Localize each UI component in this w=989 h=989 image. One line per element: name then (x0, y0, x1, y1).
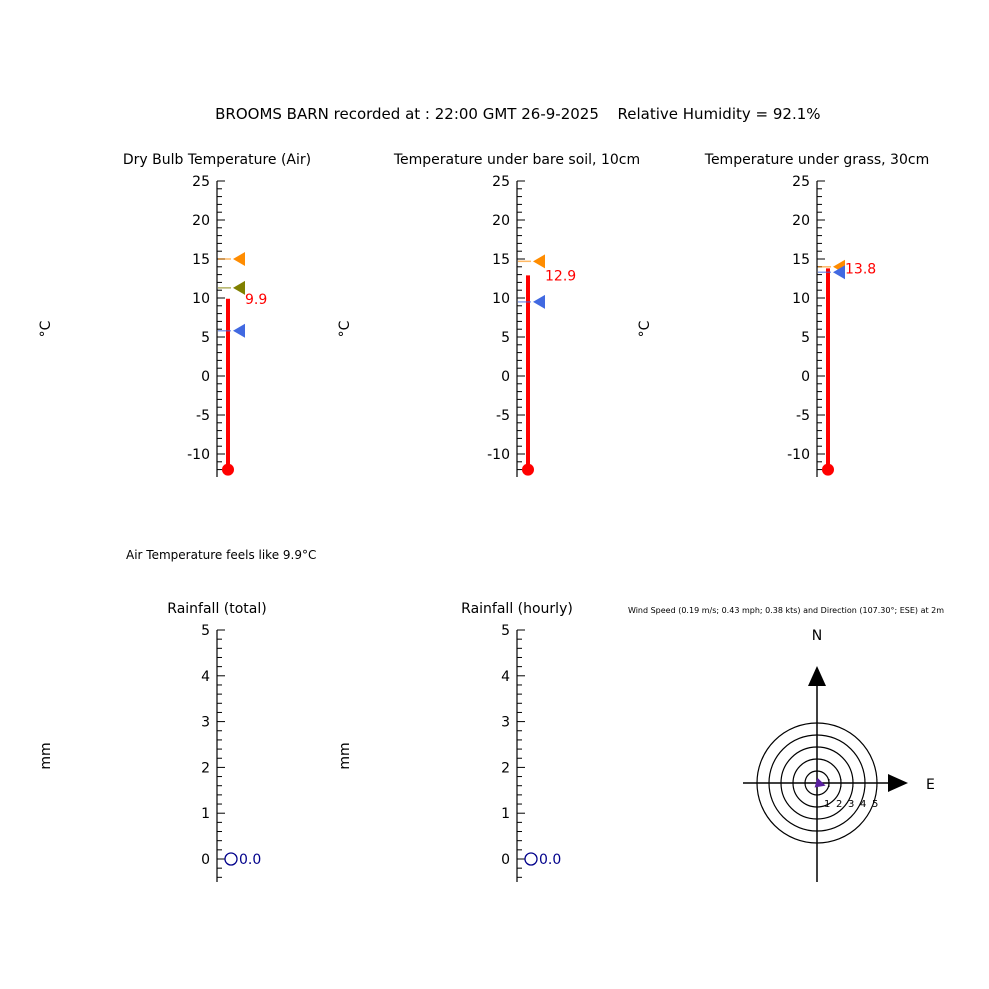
tick-label: -5 (796, 408, 810, 424)
value-marker (524, 852, 538, 866)
humidity-label: Relative Humidity = 92.1% (617, 105, 820, 123)
y-axis-label: °C (38, 320, 54, 337)
tick-label: 1 (501, 806, 510, 822)
dry-bulb-thermometer: Dry Bulb Temperature (Air) °C 25 20 15 10 5 0 -5… (38, 152, 311, 477)
value-marker (224, 852, 238, 866)
thermometer-bulb (522, 463, 534, 476)
tick-label: 25 (792, 174, 810, 190)
tick-label: 5 (501, 623, 510, 639)
tick-label: 5 (201, 623, 210, 639)
tick-label: 0 (801, 369, 810, 385)
north-arrow (808, 666, 826, 686)
tick-label: -10 (487, 447, 510, 463)
tick-label: -5 (496, 408, 510, 424)
tick-label: 25 (492, 174, 510, 190)
feels-like-label: Air Temperature feels like 9.9°C (126, 548, 316, 562)
tick-label: 10 (492, 291, 510, 307)
station-title: BROOMS BARN recorded at : 22:00 GMT 26-9… (215, 105, 599, 123)
marker-triangle (533, 294, 545, 309)
speed-ring-label: 5 (872, 799, 878, 810)
speed-ring-label: 4 (860, 799, 866, 810)
y-axis-label: mm (38, 742, 54, 769)
tick-label: 5 (201, 330, 210, 346)
east-label: E (926, 777, 935, 793)
tick-label: 3 (201, 715, 210, 731)
tick-label: -10 (187, 447, 210, 463)
y-axis-label: °C (337, 320, 353, 337)
tick-label: 20 (792, 213, 810, 229)
marker-triangle (233, 252, 245, 266)
tick-label: 4 (201, 669, 210, 685)
value-label: 12.9 (545, 268, 576, 284)
north-label: N (812, 628, 822, 644)
grass-thermometer: Temperature under grass, 30cm °C 25 20 15 10 5… (637, 152, 929, 477)
tick-label: 4 (501, 669, 510, 685)
tick-label: 20 (492, 213, 510, 229)
speed-ring-label: 3 (848, 799, 854, 810)
value-label: 13.8 (845, 261, 876, 277)
tick-label: 3 (501, 715, 510, 731)
tick-label: 0 (201, 852, 210, 868)
marker-triangle (233, 280, 245, 295)
speed-ring-label: 1 (824, 799, 830, 810)
rainfall-hourly-gauge: Rainfall (hourly) mm 5 4 3 2 1 0 0.0 (337, 601, 573, 882)
chart-title: Dry Bulb Temperature (Air) (123, 152, 311, 168)
tick-label: 10 (792, 291, 810, 307)
tick-label: 0 (501, 852, 510, 868)
bare-soil-thermometer: Temperature under bare soil, 10cm °C 25 20 1… (337, 152, 640, 477)
rainfall-total-gauge: Rainfall (total) mm 5 4 3 2 1 0 0.0 (38, 601, 267, 882)
marker-triangle (233, 323, 245, 338)
thermometer-bulb (222, 463, 234, 476)
chart-title: Rainfall (hourly) (461, 601, 573, 617)
marker-triangle (833, 265, 845, 280)
wind-caption: Wind Speed (0.19 m/s; 0.43 mph; 0.38 kts… (628, 606, 944, 615)
value-label: 0.0 (239, 852, 261, 868)
tick-label: 2 (201, 760, 210, 776)
tick-label: 0 (501, 369, 510, 385)
chart-title: Temperature under bare soil, 10cm (393, 152, 640, 168)
tick-label: 2 (501, 760, 510, 776)
tick-label: 5 (501, 330, 510, 346)
wind-direction-wedge (814, 777, 826, 788)
y-axis-label: mm (337, 742, 353, 769)
chart-title: Temperature under grass, 30cm (704, 152, 929, 168)
tick-label: -5 (196, 408, 210, 424)
tick-label: 5 (801, 330, 810, 346)
tick-label: -10 (787, 447, 810, 463)
tick-label: 15 (792, 252, 810, 268)
east-arrow (888, 774, 908, 792)
marker-triangle (533, 254, 545, 269)
value-label: 9.9 (245, 292, 267, 308)
wind-rose: 1 2 3 4 5 N E (743, 628, 935, 882)
tick-label: 20 (192, 213, 210, 229)
speed-ring-label: 2 (836, 799, 842, 810)
tick-label: 15 (192, 252, 210, 268)
value-label: 0.0 (539, 852, 561, 868)
tick-label: 1 (201, 806, 210, 822)
tick-label: 15 (492, 252, 510, 268)
tick-label: 25 (192, 174, 210, 190)
tick-label: 10 (192, 291, 210, 307)
tick-label: 0 (201, 369, 210, 385)
chart-title: Rainfall (total) (167, 601, 266, 617)
y-axis-label: °C (637, 320, 653, 337)
thermometer-bulb (822, 463, 834, 476)
